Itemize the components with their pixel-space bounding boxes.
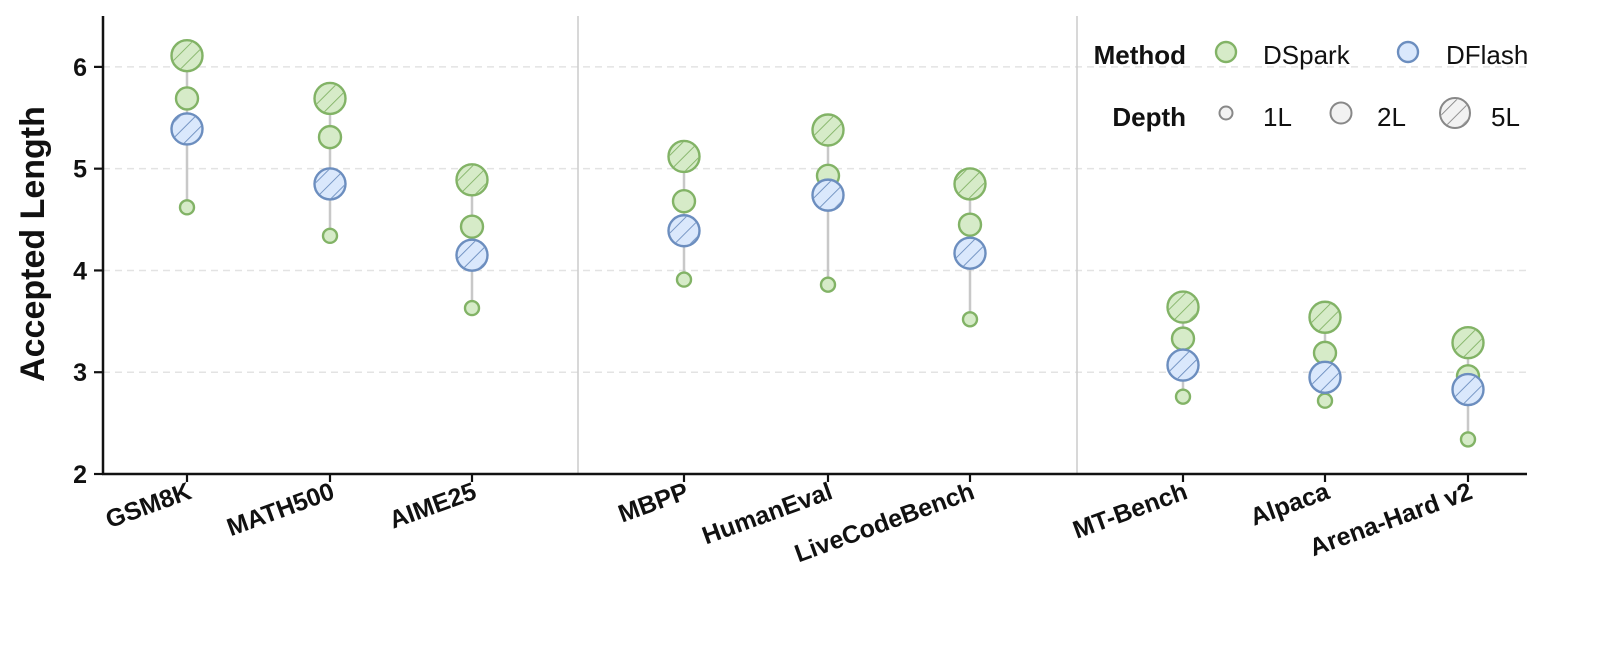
legend: Method DSpark DFlash Depth 1L 2L 5L xyxy=(1094,40,1529,132)
point-dspark-5l-hatch xyxy=(172,41,202,70)
legend-marker-1l xyxy=(1218,105,1234,121)
x-tick-label: MBPP xyxy=(615,477,692,528)
point-dspark-5l-hatch xyxy=(457,165,487,195)
legend-depth-label: 5L xyxy=(1491,102,1520,132)
point-dflash-5l-hatch xyxy=(172,114,202,144)
point-dspark-1l xyxy=(178,199,196,216)
legend-method-label: DSpark xyxy=(1263,40,1351,70)
point-dspark-5l-hatch xyxy=(669,142,699,171)
point-dspark-2l xyxy=(957,212,983,237)
point-dspark-2l xyxy=(1312,340,1338,366)
y-tick-label: 2 xyxy=(73,461,87,489)
point-dspark-1l xyxy=(1174,388,1192,405)
point-dspark-1l xyxy=(819,276,837,293)
point-dspark-5l-hatch xyxy=(813,115,843,145)
point-dspark-2l xyxy=(174,86,200,111)
legend-marker-2l xyxy=(1329,101,1353,125)
point-dspark-1l xyxy=(321,227,339,245)
point-dspark-5l-hatch xyxy=(1310,302,1340,332)
point-dspark-5l-hatch xyxy=(1453,328,1483,358)
y-axis-title: Accepted Length xyxy=(14,106,52,382)
legend-depth-title: Depth xyxy=(1112,102,1186,132)
x-tick-label: MT-Bench xyxy=(1069,477,1191,544)
point-dspark-5l-hatch xyxy=(1168,292,1198,322)
group-separators xyxy=(577,16,1078,474)
point-dflash-5l-hatch xyxy=(457,240,487,270)
point-dflash-5l-hatch xyxy=(669,216,699,246)
point-dspark-1l xyxy=(675,271,693,288)
legend-depth-label: 2L xyxy=(1377,102,1406,132)
point-dspark-1l xyxy=(1316,392,1334,409)
legend-marker-5l-hatch xyxy=(1441,99,1469,127)
legend-marker-dflash xyxy=(1396,40,1420,64)
y-tick-label: 5 xyxy=(73,156,87,184)
grid-layer xyxy=(103,66,1527,373)
legend-method-title: Method xyxy=(1094,40,1186,70)
y-tick-label: 6 xyxy=(73,54,87,82)
point-dspark-2l xyxy=(459,214,485,239)
point-dflash-5l-hatch xyxy=(315,169,345,199)
point-dspark-5l-hatch xyxy=(955,169,985,199)
point-layer xyxy=(170,38,1485,448)
point-dspark-2l xyxy=(671,189,697,214)
legend-marker-dspark xyxy=(1214,40,1238,64)
point-dspark-1l xyxy=(1459,431,1477,448)
x-tick-label: Alpaca xyxy=(1246,477,1334,532)
point-dflash-5l-hatch xyxy=(1310,363,1340,392)
point-dflash-5l-hatch xyxy=(1168,350,1198,380)
legend-method-label: DFlash xyxy=(1446,40,1528,70)
x-tick-label: GSM8K xyxy=(102,477,195,534)
point-dflash-5l-hatch xyxy=(813,180,843,210)
y-tick-label: 3 xyxy=(73,359,87,387)
point-dspark-5l-hatch xyxy=(315,84,345,113)
legend-depth-label: 1L xyxy=(1263,102,1292,132)
y-tick-label: 4 xyxy=(73,257,87,285)
point-dflash-5l-hatch xyxy=(955,238,985,268)
point-dspark-1l xyxy=(961,311,979,328)
point-dflash-5l-hatch xyxy=(1453,375,1483,404)
point-dspark-2l xyxy=(1170,326,1196,351)
point-dspark-1l xyxy=(463,299,481,317)
x-tick-label: AIME25 xyxy=(386,477,481,534)
x-tick-label: MATH500 xyxy=(223,477,338,542)
point-dspark-2l xyxy=(317,124,343,150)
x-tick-label: Arena-Hard v2 xyxy=(1306,477,1476,562)
